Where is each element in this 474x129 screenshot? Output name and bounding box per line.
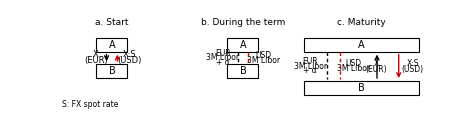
Text: b. During the term: b. During the term: [201, 18, 285, 27]
Text: (USD): (USD): [118, 56, 142, 65]
Text: EUR: EUR: [215, 49, 230, 58]
Text: 3M Libor: 3M Libor: [294, 62, 327, 71]
Text: B: B: [239, 66, 246, 76]
Text: A: A: [240, 40, 246, 50]
Text: USD: USD: [346, 59, 362, 68]
Text: X: X: [374, 59, 379, 68]
Text: B: B: [358, 83, 365, 93]
Text: 3M Libor: 3M Libor: [246, 56, 280, 65]
Text: B: B: [109, 66, 115, 76]
Text: (EUR): (EUR): [365, 65, 387, 74]
Text: USD: USD: [255, 51, 271, 60]
FancyBboxPatch shape: [96, 64, 128, 78]
FancyBboxPatch shape: [304, 38, 419, 52]
FancyBboxPatch shape: [304, 81, 419, 95]
Text: 3M Libor: 3M Libor: [206, 53, 239, 62]
Text: EUR: EUR: [302, 57, 318, 66]
Text: A: A: [358, 40, 365, 50]
Text: (USD): (USD): [401, 65, 424, 74]
FancyBboxPatch shape: [96, 38, 128, 52]
Text: (EUR): (EUR): [84, 56, 108, 65]
Text: a. Start: a. Start: [95, 18, 129, 27]
Text: + α: + α: [303, 66, 317, 75]
Text: X: X: [93, 50, 99, 59]
FancyBboxPatch shape: [228, 38, 258, 52]
Text: A: A: [109, 40, 115, 50]
FancyBboxPatch shape: [228, 64, 258, 78]
Text: X·S: X·S: [123, 50, 137, 59]
Text: c. Maturity: c. Maturity: [337, 18, 386, 27]
Text: + α: + α: [216, 58, 229, 67]
Text: S: FX spot rate: S: FX spot rate: [62, 100, 118, 109]
Text: X·S: X·S: [407, 59, 419, 68]
Text: 3M Libor: 3M Libor: [337, 64, 370, 73]
